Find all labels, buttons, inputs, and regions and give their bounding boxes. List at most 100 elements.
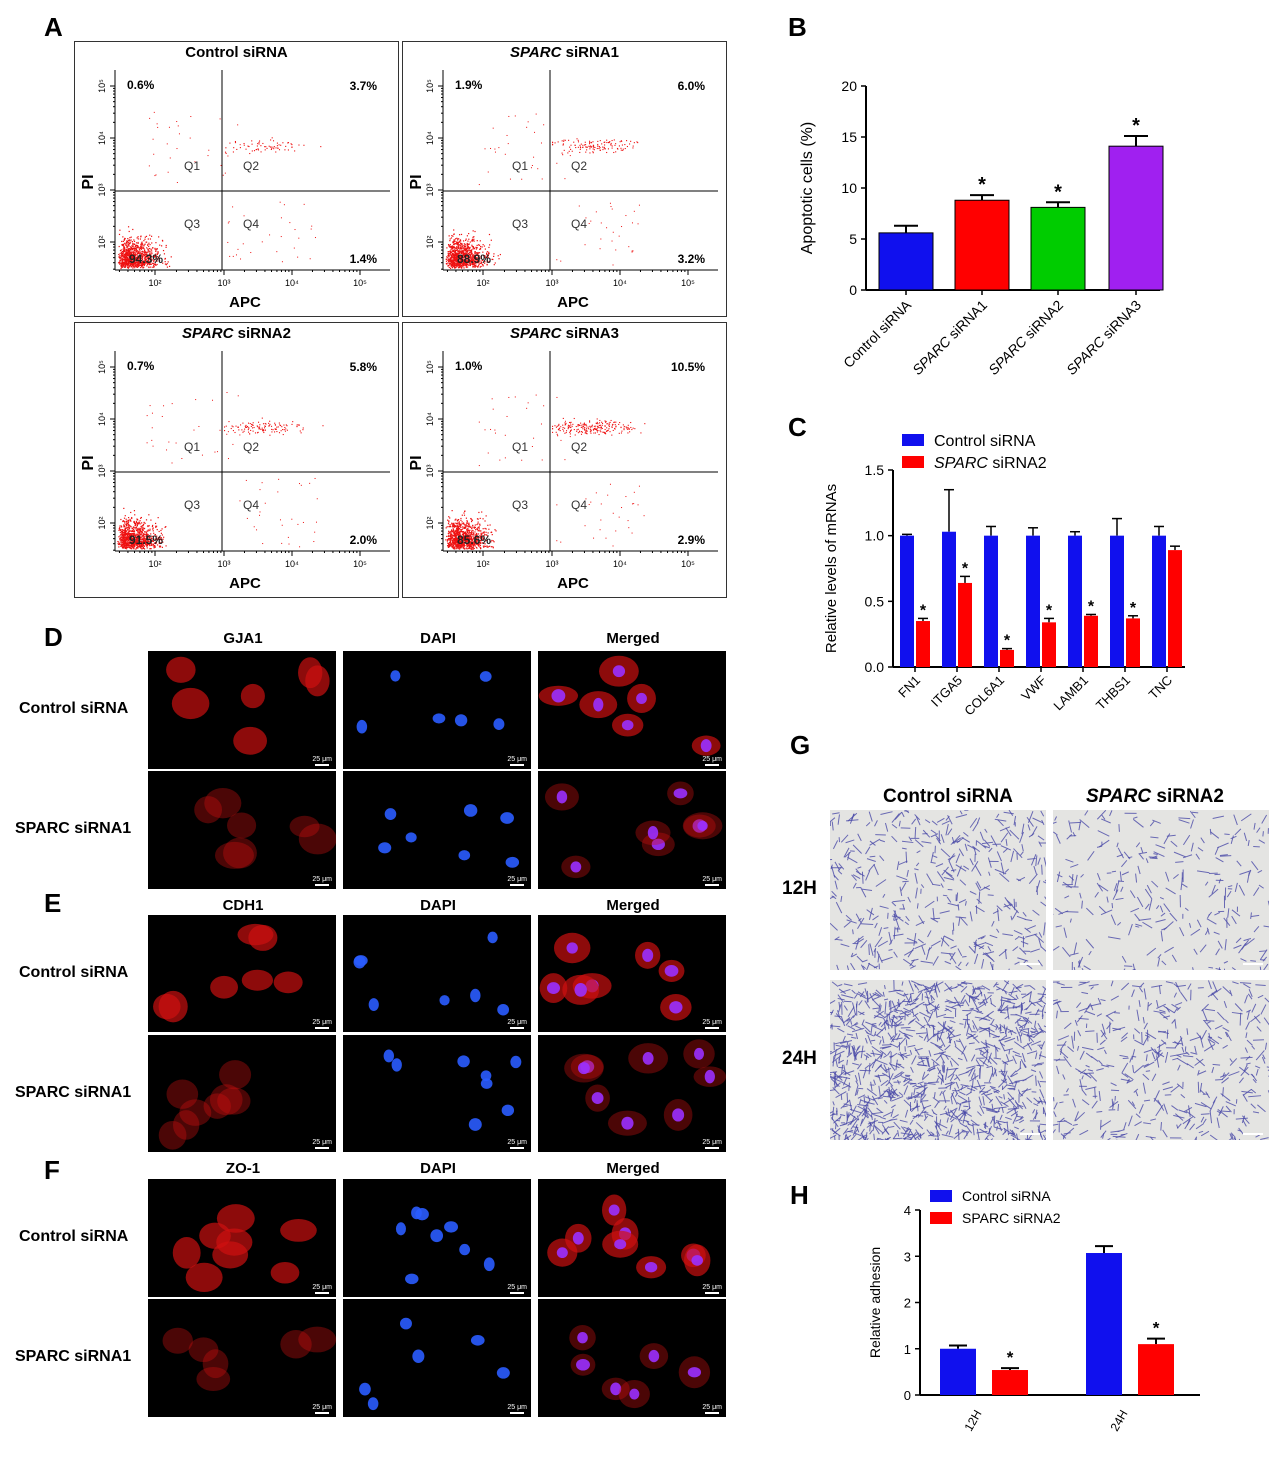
dot — [278, 422, 280, 424]
dot — [279, 424, 281, 426]
dot — [248, 145, 250, 148]
dot — [127, 263, 130, 265]
dot — [130, 253, 132, 255]
dot — [483, 546, 485, 548]
dot — [468, 232, 470, 235]
dot — [484, 262, 486, 264]
dot — [455, 260, 457, 262]
dot — [497, 255, 499, 257]
dot — [126, 257, 128, 259]
dot — [133, 256, 135, 258]
dot — [623, 429, 625, 431]
dot — [540, 142, 542, 144]
dot — [609, 141, 611, 143]
dot — [150, 249, 153, 251]
dot — [121, 544, 123, 546]
dot — [134, 258, 136, 260]
dot — [459, 541, 461, 544]
dot — [137, 246, 139, 248]
dot — [577, 425, 579, 427]
dot — [264, 425, 266, 428]
cell-stain — [240, 683, 265, 709]
dot — [247, 425, 249, 428]
dot — [122, 263, 125, 265]
dot — [470, 260, 472, 263]
dot — [139, 533, 141, 535]
dot — [575, 425, 577, 428]
dot — [477, 536, 479, 539]
dot — [207, 155, 209, 157]
dot — [137, 542, 139, 544]
dot — [124, 542, 126, 544]
dot — [476, 535, 478, 537]
dot — [615, 421, 617, 423]
dot — [140, 255, 142, 257]
dot — [142, 261, 144, 263]
dot — [478, 544, 480, 546]
dot — [142, 534, 145, 536]
dot — [464, 537, 466, 539]
dot — [457, 526, 459, 528]
dot — [577, 424, 580, 426]
dot — [123, 263, 126, 265]
dot — [288, 543, 290, 545]
dot — [229, 255, 231, 257]
dot — [455, 540, 457, 542]
dot — [139, 238, 142, 240]
dot — [150, 537, 153, 540]
dot — [148, 514, 150, 516]
dot — [131, 249, 133, 251]
nucleus — [621, 720, 634, 731]
dot — [611, 145, 613, 147]
dot — [567, 152, 569, 154]
dot — [464, 247, 466, 249]
dot — [298, 237, 300, 239]
dot — [454, 259, 456, 261]
dot — [605, 430, 608, 432]
dot — [154, 263, 156, 265]
dot — [124, 539, 126, 541]
dot — [132, 526, 135, 528]
dot — [126, 252, 129, 255]
dot — [156, 256, 159, 258]
dot — [158, 259, 161, 262]
dot — [143, 531, 146, 533]
dot — [466, 542, 468, 544]
dot — [467, 246, 469, 249]
dot — [164, 263, 167, 265]
dot — [465, 256, 467, 258]
dot — [153, 259, 155, 261]
dot — [135, 539, 137, 541]
dot — [616, 147, 619, 150]
dot — [468, 238, 470, 240]
dot — [458, 521, 460, 523]
dot — [470, 542, 473, 544]
y-tick-label: 10⁵ — [425, 79, 435, 93]
nucleus — [356, 719, 368, 734]
dot — [607, 141, 609, 144]
dot — [453, 239, 455, 241]
dot — [131, 261, 133, 264]
dot — [487, 171, 489, 173]
micrograph-svg — [539, 932, 692, 1021]
dot — [150, 255, 152, 257]
dot — [458, 527, 460, 529]
dot — [133, 537, 135, 539]
dot — [464, 263, 467, 265]
dot — [194, 161, 196, 163]
dot — [259, 140, 261, 142]
dot — [120, 529, 122, 531]
nucleus — [556, 790, 568, 804]
dot — [567, 427, 570, 429]
dot — [153, 256, 156, 258]
dot — [621, 226, 623, 228]
dot — [121, 250, 124, 253]
dot — [140, 246, 142, 248]
dot — [147, 257, 149, 260]
dot — [467, 545, 469, 547]
dot — [457, 253, 459, 255]
dot — [588, 145, 590, 147]
dot — [582, 146, 584, 148]
dot — [455, 249, 458, 251]
dot — [591, 424, 593, 426]
